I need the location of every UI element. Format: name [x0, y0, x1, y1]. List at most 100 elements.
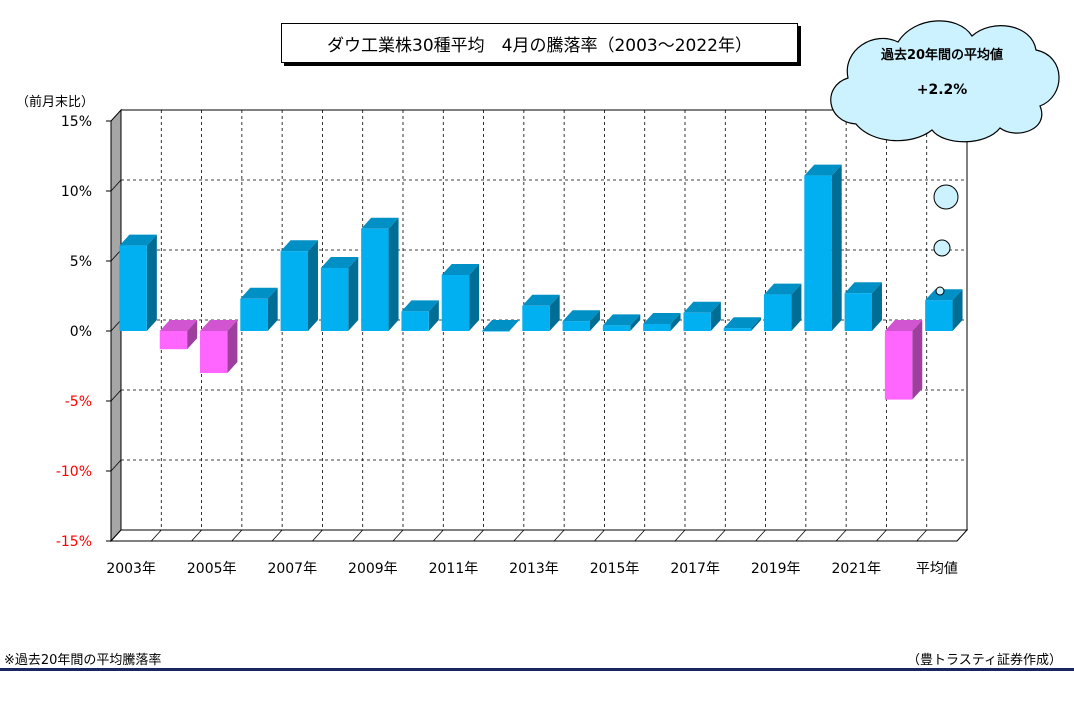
bar-side [630, 314, 641, 331]
x-gridline-floor [271, 529, 283, 542]
bar-top [240, 287, 278, 299]
bar-top [643, 313, 681, 324]
bar-front [602, 325, 631, 331]
bar-front [683, 312, 711, 331]
bar-top [482, 320, 520, 331]
callout-bubble-medium [933, 239, 951, 257]
x-gridline-floor [352, 529, 364, 542]
y-axis-label: （前月末比） [16, 94, 94, 110]
x-gridline-floor [835, 529, 847, 542]
bar-front [925, 300, 953, 331]
x-gridline-floor [231, 529, 243, 542]
x-gridline-floor [594, 529, 605, 542]
bar-front [441, 275, 470, 331]
bar-2010年 [401, 300, 439, 331]
bar-top [401, 300, 439, 312]
callout-bubble-small [935, 286, 945, 296]
bar-front [562, 321, 590, 331]
bar-top [884, 320, 923, 331]
bar-平均値 [925, 289, 963, 331]
bar-side [187, 320, 198, 350]
x-gridline-floor [432, 529, 444, 542]
bar-top [723, 317, 762, 329]
x-tick-label: 2005年 [187, 561, 237, 577]
bar-side [952, 289, 963, 331]
bar-front [643, 324, 671, 331]
y-tick-label: 10% [61, 184, 92, 200]
y-gridline-side [110, 389, 122, 402]
callout-bubble-large [933, 184, 959, 210]
bar-2020年 [804, 164, 842, 331]
bar-side [388, 217, 399, 331]
x-gridline-floor [674, 529, 686, 542]
bar-front [804, 175, 832, 331]
y-tick-label: 0% [70, 324, 92, 340]
bar-front [159, 331, 188, 350]
bar-front [320, 268, 349, 331]
bar-2012年 [482, 320, 520, 332]
bar-front [401, 311, 429, 331]
x-tick-label: 2017年 [670, 561, 720, 577]
x-gridline-floor [916, 529, 928, 542]
bar-top [280, 240, 318, 252]
callout-label: 過去20年間の平均値 [880, 47, 1003, 63]
bar-side [307, 240, 318, 331]
bar-top [320, 257, 359, 268]
bar-front [723, 328, 752, 331]
bar-top [159, 320, 198, 331]
x-tick-label: 2009年 [348, 561, 398, 577]
y-gridline-side [110, 459, 122, 472]
plot-floor [109, 529, 969, 542]
bar-2017年 [683, 301, 721, 331]
bar-2004年 [159, 320, 198, 350]
bar-2005年 [200, 320, 238, 373]
bar-front [764, 294, 792, 331]
bar-side [428, 300, 439, 331]
bar-2009年 [361, 217, 399, 331]
bar-front [522, 305, 550, 331]
x-gridline-floor [392, 529, 404, 542]
x-gridline-floor [876, 529, 887, 542]
bar-2013年 [522, 294, 560, 331]
bar-side [549, 294, 560, 331]
bar-top [522, 294, 560, 306]
bar-side [146, 234, 157, 331]
bar-2019年 [764, 283, 802, 331]
bar-top [361, 217, 399, 229]
bar-top [804, 164, 842, 176]
bar-2022年 [884, 320, 923, 400]
footnote: ※過去20年間の平均騰落率 [4, 653, 162, 668]
bar-front [280, 251, 308, 331]
y-tick-label: -5% [65, 394, 92, 410]
bar-front [482, 331, 510, 332]
x-gridline-floor [795, 529, 807, 542]
bar-side [227, 320, 238, 373]
x-tick-label: 2019年 [751, 561, 801, 577]
x-gridline-floor [191, 529, 202, 542]
y-gridline-side [110, 249, 122, 262]
x-gridline-floor [150, 529, 162, 542]
bar-side [670, 313, 681, 331]
bar-top [602, 314, 641, 326]
x-gridline-floor [473, 529, 484, 542]
bar-top [441, 264, 480, 275]
callout-value: +2.2% [917, 82, 968, 98]
bar-side [912, 320, 923, 400]
bar-side [710, 301, 721, 331]
bar-top [683, 301, 721, 313]
bar-2014年 [562, 310, 600, 331]
bar-2015年 [602, 314, 641, 331]
x-tick-label: 平均値 [916, 561, 958, 577]
bar-2018年 [723, 317, 762, 331]
bar-side [871, 282, 882, 331]
x-gridline-floor [755, 529, 766, 542]
bar-2003年 [119, 234, 157, 331]
x-tick-label: 2021年 [831, 561, 881, 577]
source-credit: （豊トラスティ証券作成） [907, 653, 1062, 668]
bar-2006年 [240, 287, 278, 331]
bar-front [119, 245, 147, 331]
bar-2008年 [320, 257, 359, 331]
callout-cloud [830, 20, 1060, 143]
bar-2016年 [643, 313, 681, 331]
